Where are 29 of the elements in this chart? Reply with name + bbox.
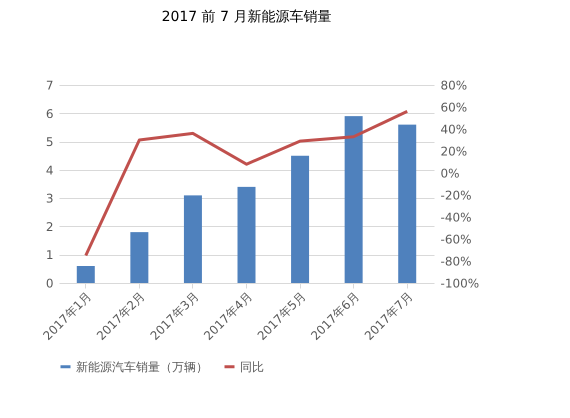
bar (76, 266, 95, 283)
bar (184, 195, 202, 283)
y2-tick-label: 20% (440, 144, 468, 158)
bar (291, 156, 310, 283)
legend-label: 同比 (240, 360, 264, 374)
y-tick-label: 6 (46, 106, 54, 121)
y-tick-label: 1 (46, 248, 54, 262)
bar (130, 232, 148, 283)
chart-title: 2017 前 7 月新能源车销量 (162, 9, 332, 25)
y-tick-label: 5 (46, 135, 54, 150)
y2-tick-label: -80% (440, 254, 472, 268)
legend-label: 新能源汽车销量（万辆） (76, 360, 208, 374)
y-tick-label: 3 (46, 192, 54, 206)
y-tick-label: 4 (46, 163, 54, 178)
bar (238, 186, 256, 283)
y2-tick-label: 40% (440, 122, 468, 136)
y2-tick-label: -100% (440, 276, 480, 290)
bar (344, 116, 363, 283)
line-series (84, 110, 409, 257)
y2-tick-label: -60% (440, 232, 472, 246)
y2-tick-label: -20% (440, 188, 472, 202)
y-tick-label: 2 (46, 220, 54, 234)
y2-tick-label: 0% (440, 166, 460, 180)
y2-tick-label: -40% (440, 210, 472, 224)
y-tick-label: 7 (46, 78, 54, 92)
y2-tick-label: 80% (440, 78, 468, 92)
y2-tick-label: 60% (440, 100, 468, 114)
y-tick-label: 0 (46, 276, 54, 290)
bar (398, 124, 416, 283)
